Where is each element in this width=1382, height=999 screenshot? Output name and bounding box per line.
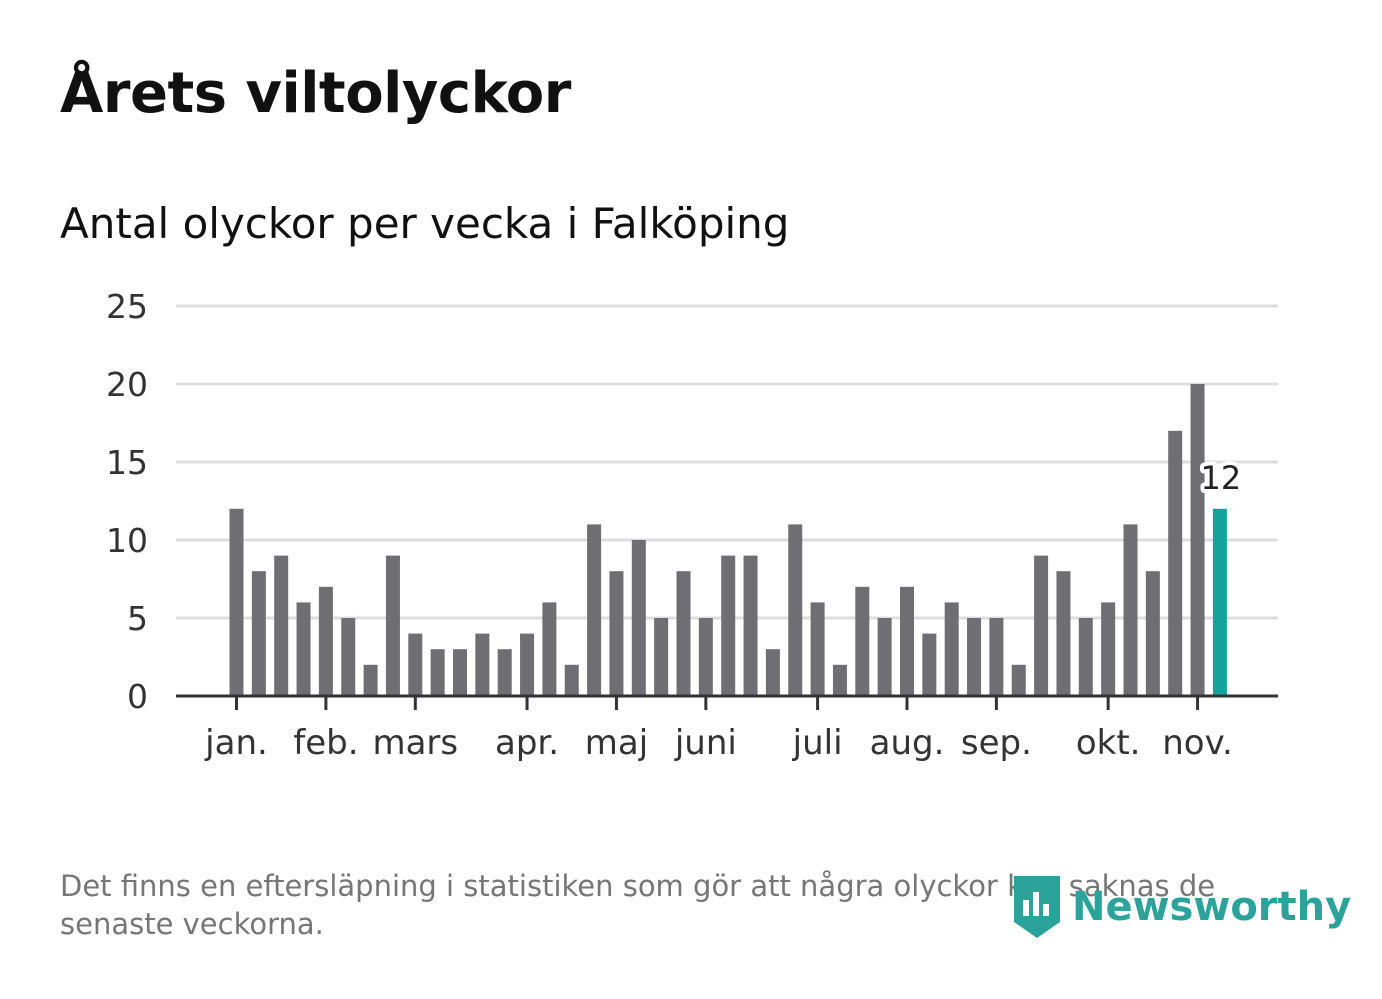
bar[interactable]: [520, 633, 535, 696]
bar[interactable]: [743, 555, 758, 696]
newsworthy-logo[interactable]: Newsworthy: [1010, 874, 1351, 940]
bar[interactable]: [1168, 430, 1183, 696]
bar[interactable]: [698, 618, 713, 696]
bar[interactable]: [989, 618, 1004, 696]
y-tick-label: 20: [106, 365, 148, 404]
brand-name: Newsworthy: [1072, 884, 1352, 930]
y-tick-label: 15: [106, 443, 148, 482]
y-axis-ticks: 0 5 10 15 20 25: [106, 287, 148, 716]
bar[interactable]: [765, 649, 780, 696]
x-tick-label: jan.: [204, 723, 268, 763]
bars: [229, 384, 1227, 696]
bar[interactable]: [1145, 571, 1160, 696]
chart-subtitle: Antal olyckor per vecka i Falköping: [60, 199, 790, 248]
bar[interactable]: [654, 618, 669, 696]
bar[interactable]: [631, 540, 646, 696]
bar[interactable]: [251, 571, 266, 696]
bar[interactable]: [430, 649, 445, 696]
bar-current-week[interactable]: [1212, 508, 1227, 696]
bar[interactable]: [721, 555, 736, 696]
newsworthy-logo-icon: [1014, 876, 1060, 938]
bar[interactable]: [944, 602, 959, 696]
bar[interactable]: [1078, 618, 1093, 696]
bar[interactable]: [564, 664, 579, 696]
bar[interactable]: [1011, 664, 1026, 696]
bar[interactable]: [229, 508, 244, 696]
bar[interactable]: [1190, 384, 1205, 696]
x-tick-label: juni: [674, 723, 737, 763]
bar[interactable]: [587, 524, 602, 696]
x-tick-label: apr.: [495, 723, 559, 763]
data-labels: 12: [1197, 455, 1246, 501]
bar[interactable]: [363, 664, 378, 696]
x-tick-label: juli: [792, 723, 843, 763]
bar[interactable]: [385, 555, 400, 696]
y-tick-label: 0: [127, 677, 148, 716]
bar[interactable]: [900, 586, 914, 696]
bar[interactable]: [855, 586, 870, 696]
bar[interactable]: [274, 555, 289, 696]
x-tick-label: okt.: [1076, 723, 1141, 763]
bar[interactable]: [676, 571, 691, 696]
x-tick-label: mars: [372, 723, 458, 763]
bar[interactable]: [922, 633, 937, 696]
x-tick-label: aug.: [870, 723, 945, 763]
bar[interactable]: [1056, 571, 1071, 696]
bar[interactable]: [318, 586, 333, 696]
bar[interactable]: [542, 602, 557, 696]
bar[interactable]: [497, 649, 512, 696]
highlight-value-label: 12: [1201, 459, 1242, 497]
bar[interactable]: [788, 524, 803, 696]
x-tick-label: nov.: [1162, 723, 1233, 763]
y-tick-label: 5: [127, 599, 148, 638]
bar[interactable]: [408, 633, 423, 696]
bar[interactable]: [475, 633, 490, 696]
y-tick-label: 25: [106, 287, 148, 326]
x-tick-label: feb.: [293, 723, 358, 763]
bar[interactable]: [1123, 524, 1138, 696]
bar[interactable]: [1034, 555, 1049, 696]
bar[interactable]: [609, 571, 624, 696]
bar[interactable]: [453, 649, 467, 696]
bar[interactable]: [832, 664, 847, 696]
bar[interactable]: [877, 618, 892, 696]
x-tick-label: sep.: [961, 723, 1032, 763]
bar[interactable]: [341, 618, 356, 696]
bar[interactable]: [967, 618, 982, 696]
y-tick-label: 10: [106, 521, 148, 560]
x-axis-ticks: jan. feb. mars apr. maj juni juli aug. sep. okt. n…: [204, 696, 1233, 763]
bar[interactable]: [810, 602, 825, 696]
bar[interactable]: [1101, 602, 1116, 696]
x-tick-label: maj: [585, 723, 648, 763]
bar[interactable]: [296, 602, 311, 696]
chart-title: Årets viltolyckor: [60, 61, 571, 126]
